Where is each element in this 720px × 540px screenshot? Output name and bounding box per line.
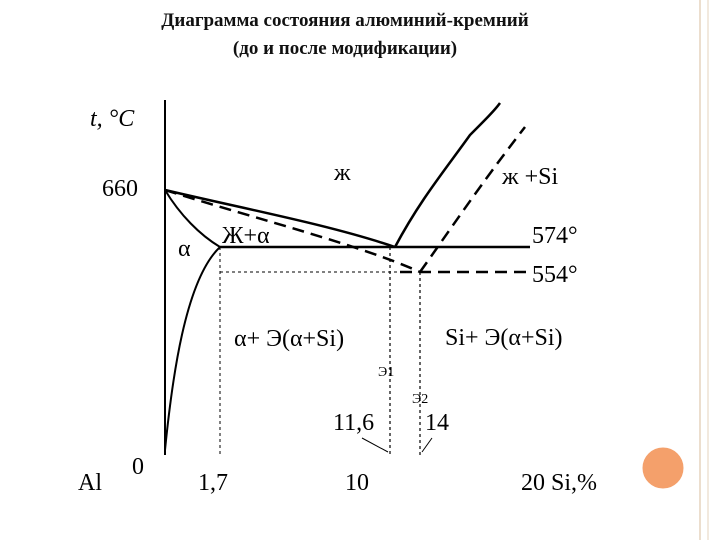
label: 0 [132, 454, 144, 480]
subtitle: (до и после модификации) [233, 38, 457, 59]
liquidus-si [393, 102, 502, 248]
solvus [164, 246, 221, 451]
label: 11,6 [333, 410, 374, 436]
liquidus-mod [164, 188, 421, 274]
label: ж [333, 160, 351, 186]
solidus [164, 189, 221, 248]
pointer [361, 437, 389, 453]
title: Диаграмма состояния алюминий-кремний [161, 10, 528, 31]
label: 10 [345, 470, 369, 496]
axis-label: t, °C [90, 106, 135, 132]
liquidus [164, 188, 396, 249]
label: 14 [425, 410, 449, 436]
label: 20 Si,% [521, 470, 597, 496]
label: 660 [102, 176, 138, 202]
label: Э1 [378, 365, 394, 380]
label: 574° [532, 223, 578, 249]
liquidus-si-mod [418, 126, 526, 273]
label: α+ Э(α+Si) [234, 326, 344, 352]
label: Si+ Э(α+Si) [445, 325, 563, 351]
label: α [178, 236, 191, 262]
pointer [421, 437, 433, 453]
label: Al [78, 470, 102, 496]
label: ж +Si [501, 164, 558, 190]
label: Ж+α [222, 223, 270, 249]
decor-circle [639, 444, 687, 492]
label: Э2 [412, 392, 428, 407]
diagram-lines [164, 100, 530, 455]
label: 554° [532, 262, 578, 288]
label: 1,7 [198, 470, 228, 496]
